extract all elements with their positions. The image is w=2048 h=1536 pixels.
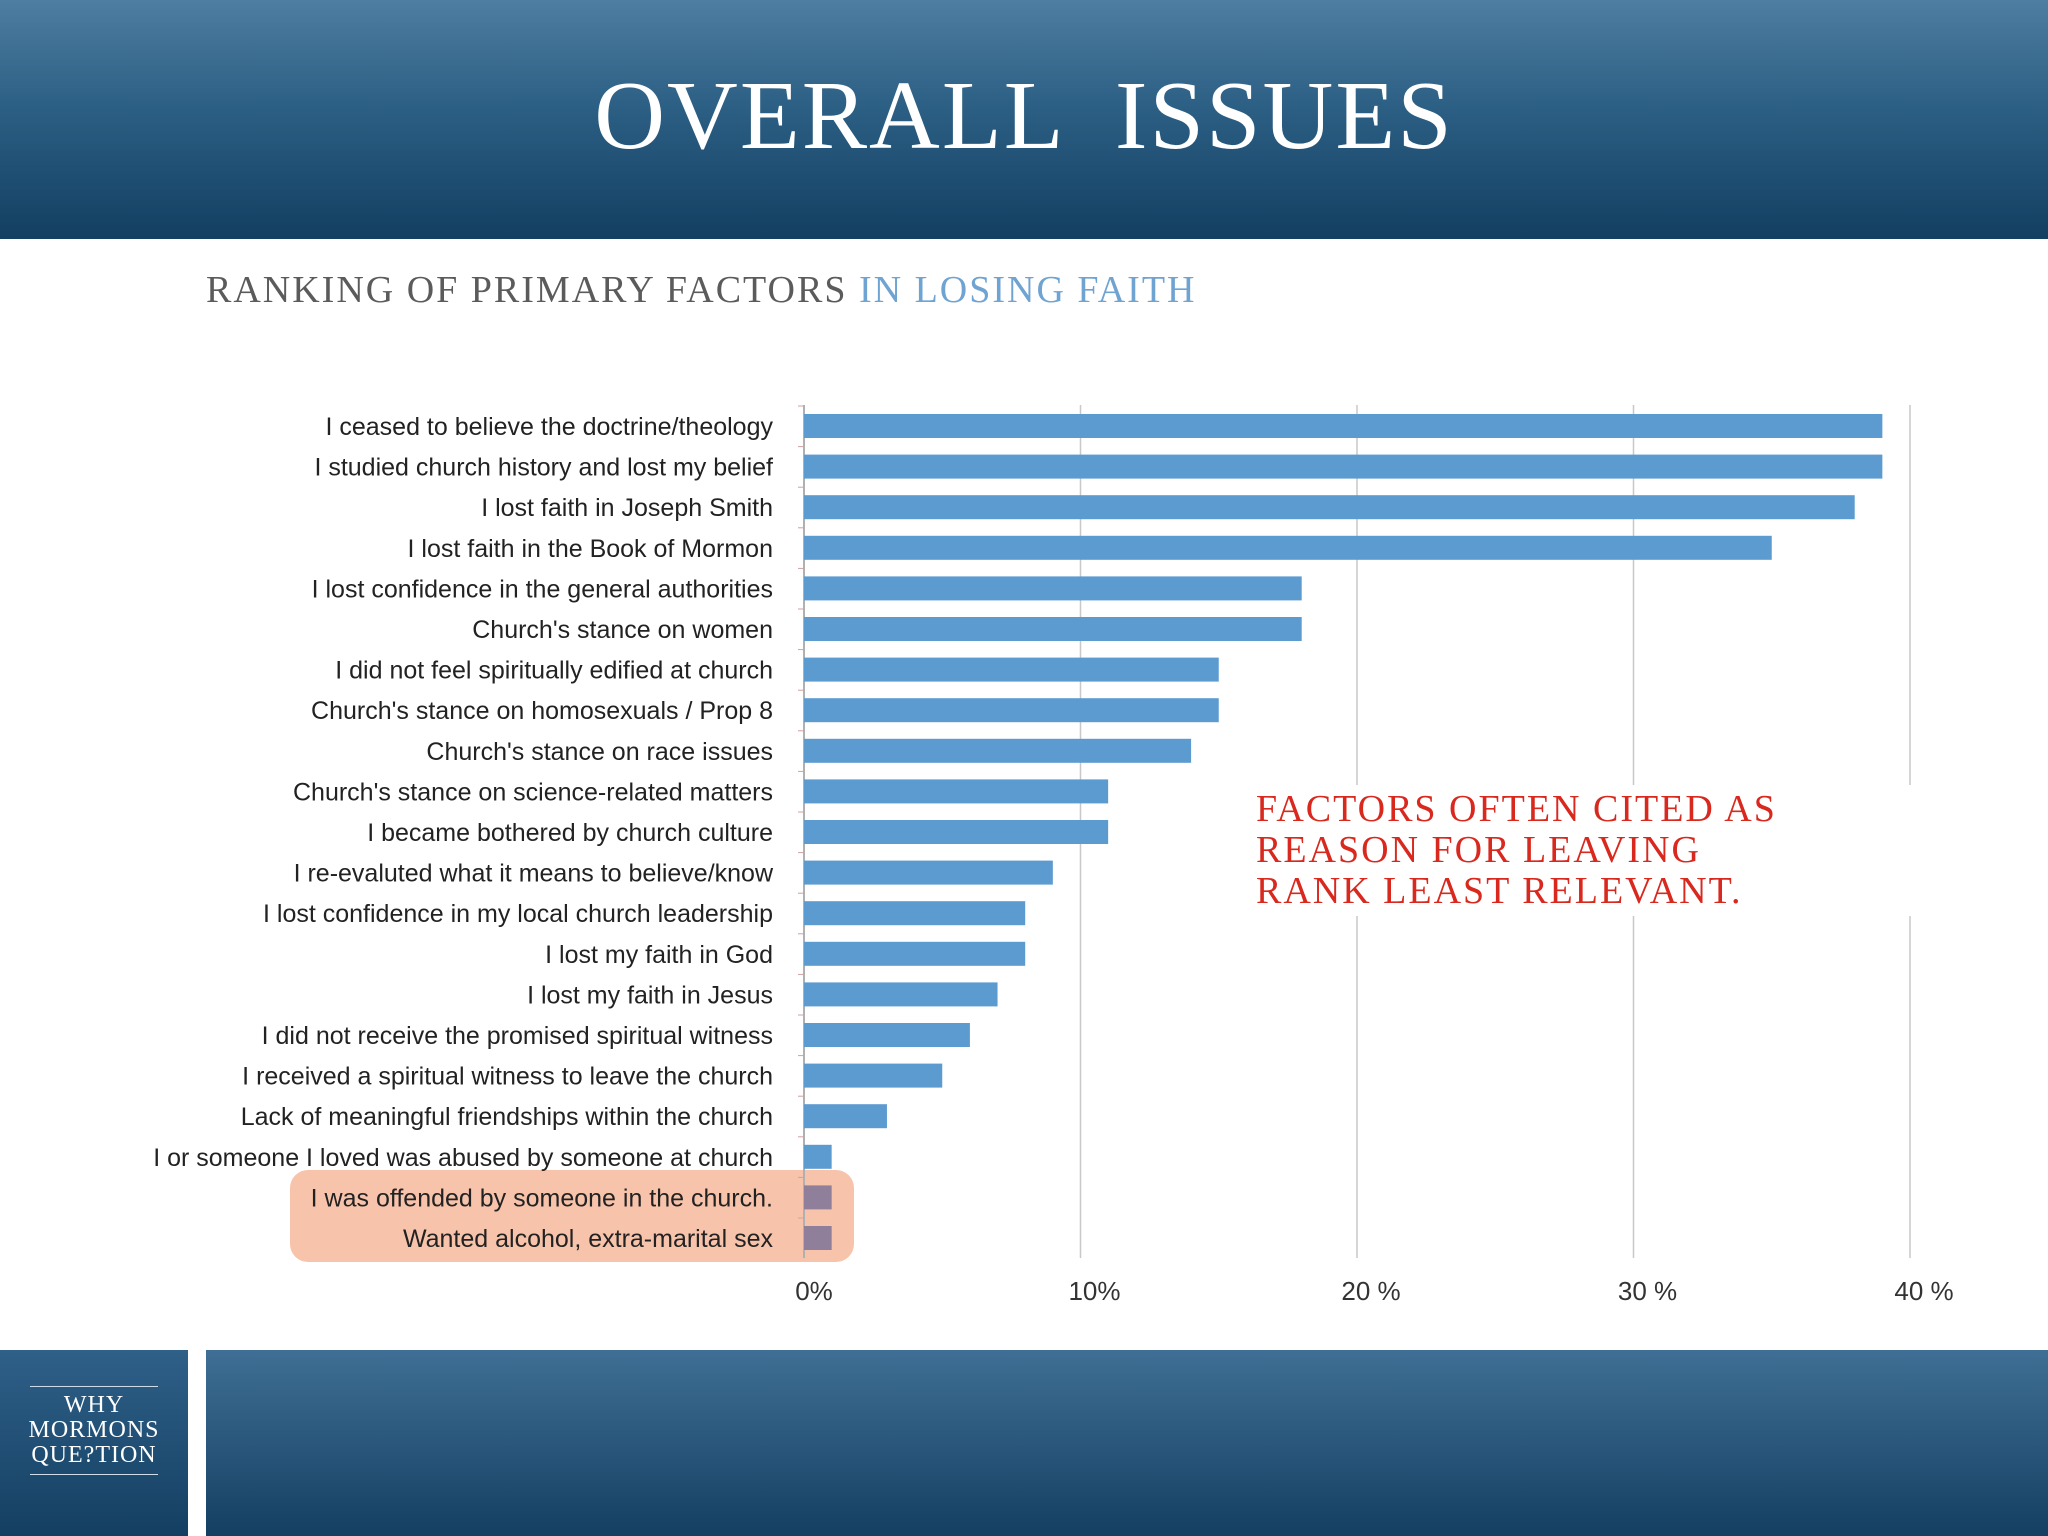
category-label: I re-evaluted what it means to believe/k…	[294, 860, 774, 888]
x-tick-label: 10%	[1068, 1276, 1120, 1306]
x-tick-label: 0%	[795, 1276, 833, 1306]
category-label: I did not feel spiritually edified at ch…	[335, 657, 773, 685]
logo-line: MORMONS	[28, 1417, 160, 1443]
logo-panel	[0, 1350, 188, 1536]
x-tick-label: 20 %	[1341, 1276, 1400, 1306]
annotation-callout: FACTORS OFTEN CITED AS REASON FOR LEAVIN…	[1246, 785, 1966, 916]
chart-subtitle: RANKING OF PRIMARY FACTORS IN LOSING FAI…	[206, 268, 1196, 312]
category-label: Church's stance on homosexuals / Prop 8	[311, 697, 773, 725]
logo: WHY MORMONS QUE?TION	[18, 1380, 170, 1481]
bar	[804, 414, 1883, 438]
logo-rule	[30, 1474, 158, 1475]
annotation-line: REASON FOR LEAVING	[1256, 829, 1701, 871]
subtitle-part-1: RANKING OF PRIMARY FACTORS	[206, 269, 848, 311]
category-label: I lost confidence in the general authori…	[312, 575, 773, 603]
highlight-box	[290, 1170, 854, 1262]
slide-title: OVERALL ISSUES	[594, 62, 1454, 170]
bar	[804, 1144, 832, 1169]
annotation-line: RANK LEAST RELEVANT.	[1256, 870, 1743, 912]
footer: WHY MORMONS QUE?TION	[0, 1350, 2048, 1536]
footer-bar	[206, 1350, 2048, 1536]
bar	[804, 779, 1109, 804]
logo-line: WHY	[63, 1392, 125, 1418]
bar	[804, 698, 1219, 723]
annotation-line: FACTORS OFTEN CITED AS	[1256, 788, 1777, 830]
category-label: I lost confidence in my local church lea…	[263, 900, 773, 928]
category-label: I became bothered by church culture	[367, 819, 773, 847]
bar	[804, 901, 1026, 926]
category-label: I lost faith in the Book of Mormon	[408, 535, 773, 563]
category-label: I studied church history and lost my bel…	[314, 454, 773, 482]
bar	[804, 576, 1302, 601]
category-label: I lost my faith in Jesus	[527, 981, 773, 1009]
category-label: I was offended by someone in the church.	[311, 1184, 773, 1212]
category-label: Church's stance on science-related matte…	[293, 778, 773, 806]
bar-chart: 0% 10% 20 % 30 % 40 % I ceased to believe the…	[153, 405, 1954, 1306]
bar-highlighted	[804, 1226, 832, 1250]
bar	[804, 860, 1053, 885]
bar	[804, 941, 1026, 966]
category-label: Church's stance on women	[472, 616, 773, 644]
x-tick-label: 30 %	[1618, 1276, 1677, 1306]
bar	[804, 1104, 887, 1129]
category-label: Lack of meaningful friendships within th…	[241, 1103, 773, 1131]
category-label: I lost my faith in God	[545, 941, 773, 969]
bar	[804, 1063, 943, 1088]
category-label: I received a spiritual witness to leave …	[242, 1063, 773, 1091]
x-tick-label: 40 %	[1894, 1276, 1953, 1306]
bar	[804, 820, 1109, 844]
logo-rule	[30, 1386, 158, 1387]
bar	[804, 454, 1883, 479]
category-label: Wanted alcohol, extra-marital sex	[403, 1225, 774, 1253]
subtitle-part-2: IN LOSING FAITH	[858, 269, 1197, 311]
bar	[804, 982, 998, 1007]
bar	[804, 738, 1192, 763]
category-label: Church's stance on race issues	[426, 738, 773, 766]
bar	[804, 617, 1302, 641]
header-bar: OVERALL ISSUES	[0, 0, 2048, 239]
logo-line: QUE?TION	[31, 1442, 157, 1468]
category-label: I ceased to believe the doctrine/theolog…	[325, 413, 773, 441]
bar	[804, 535, 1772, 560]
category-label: I lost faith in Joseph Smith	[481, 494, 773, 522]
bar	[804, 495, 1855, 520]
bar	[804, 657, 1219, 682]
category-label: I did not receive the promised spiritual…	[262, 1022, 773, 1050]
bar	[804, 1023, 970, 1047]
bar-highlighted	[804, 1185, 832, 1210]
category-label: I or someone I loved was abused by someo…	[153, 1144, 773, 1172]
